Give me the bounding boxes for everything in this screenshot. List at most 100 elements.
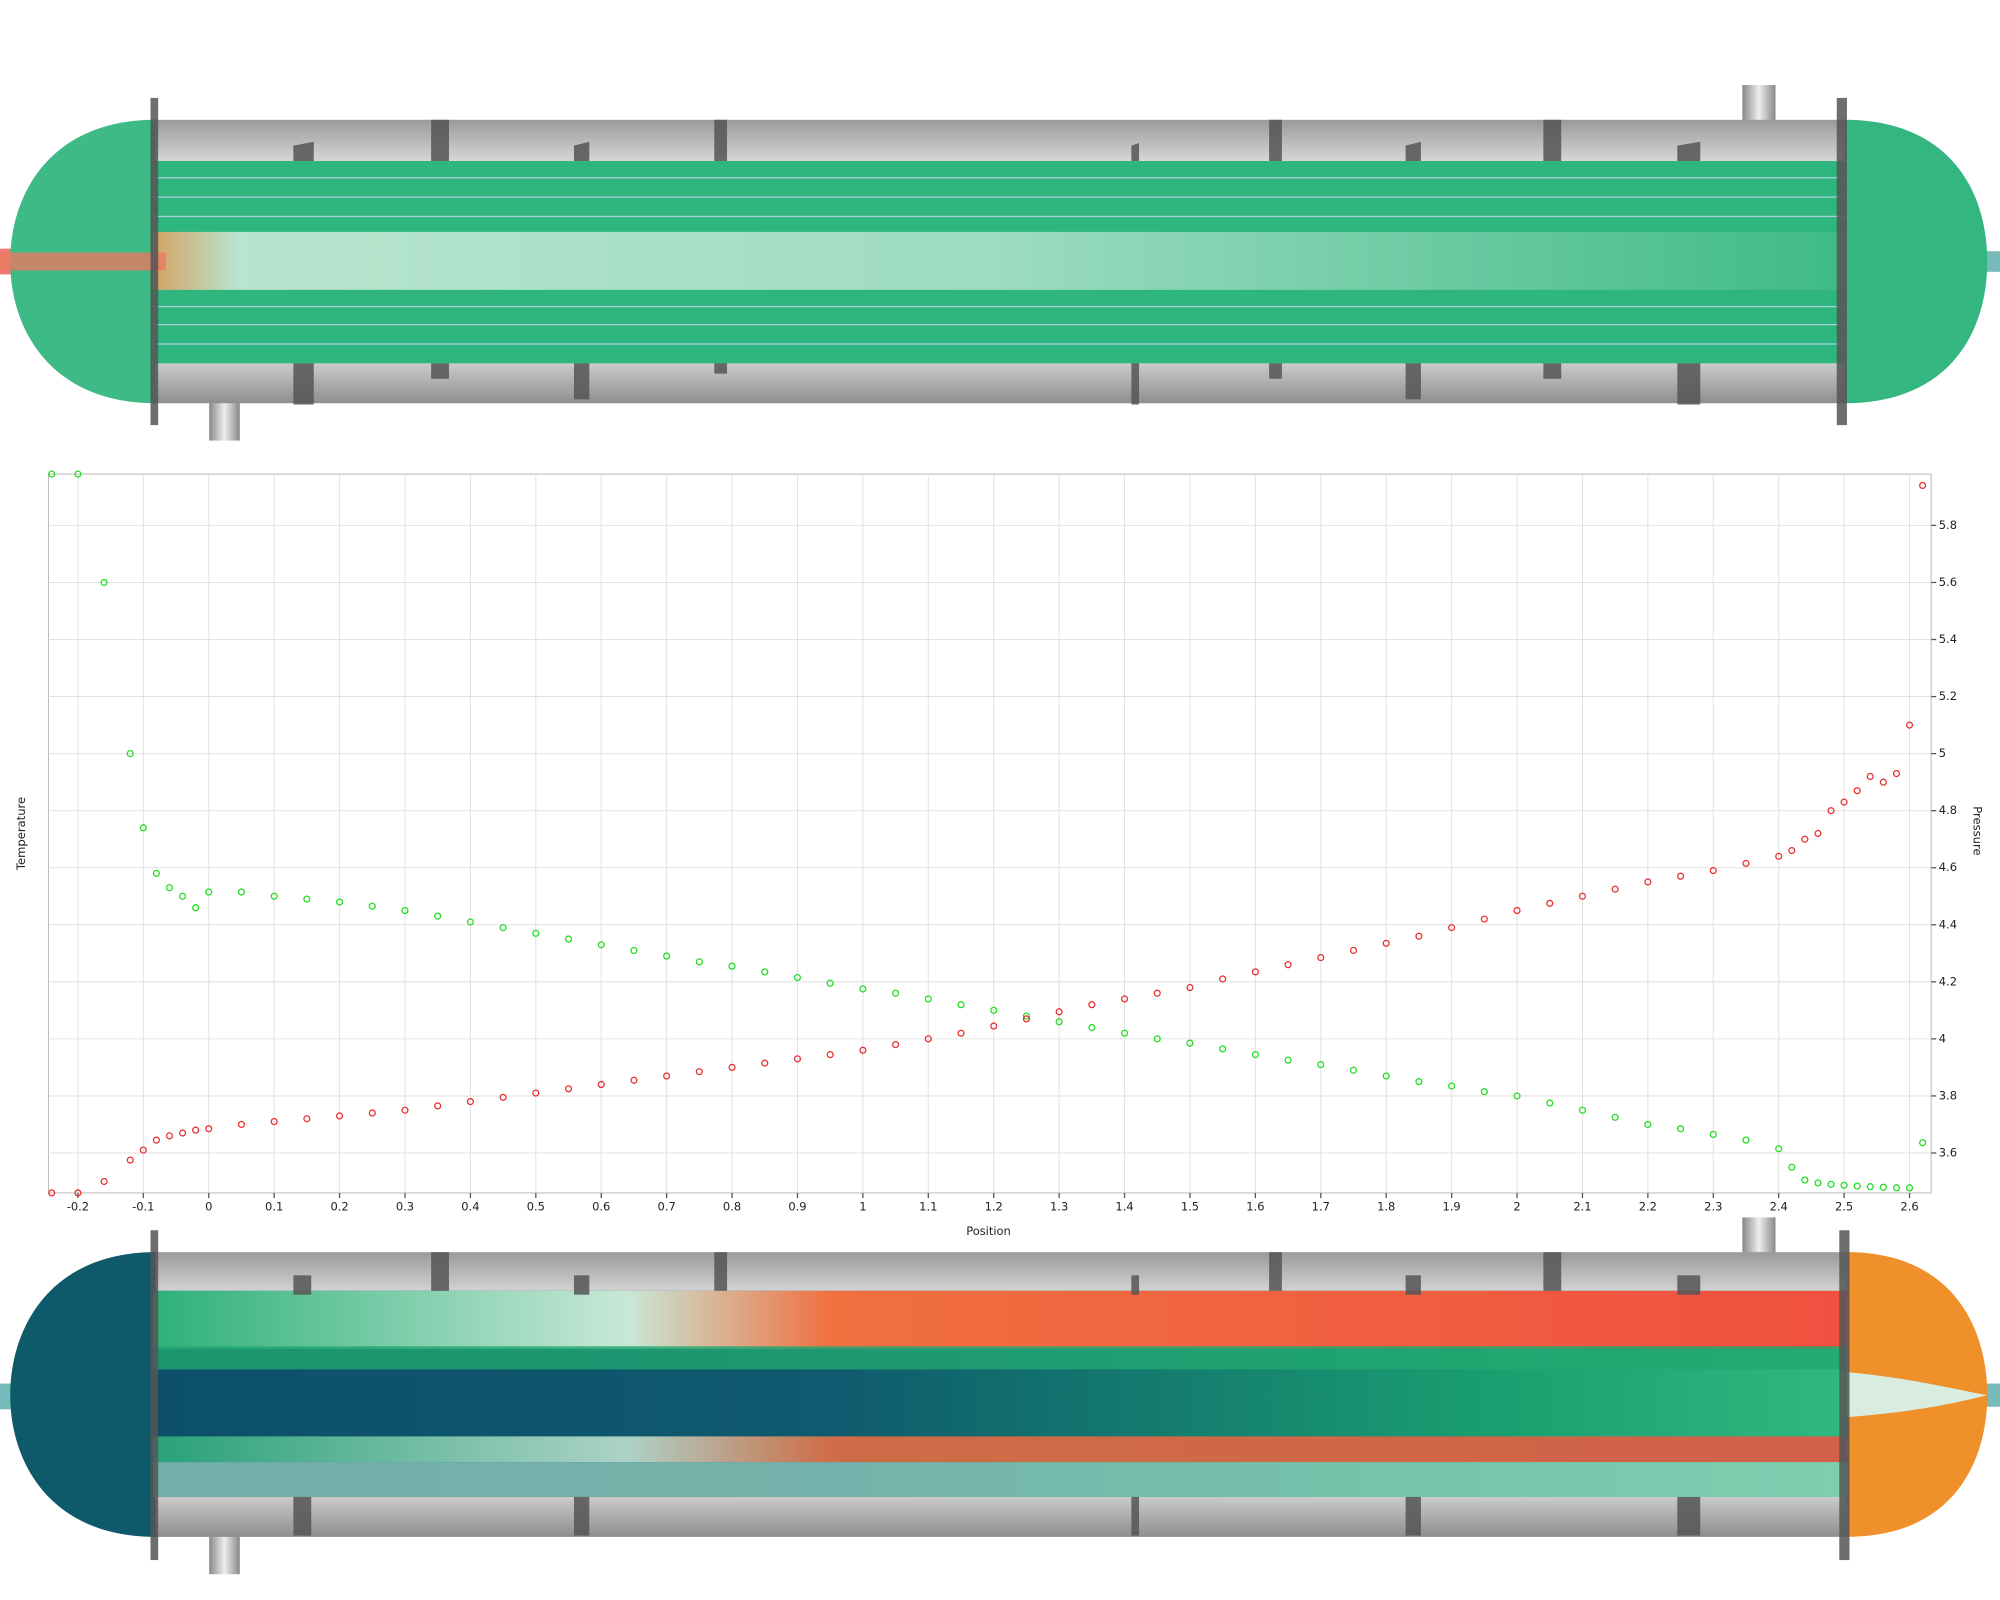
x-tick-label: 2.1: [1573, 1200, 1591, 1214]
x-tick-label: 0.5: [527, 1200, 545, 1214]
x-tick-label: 1.7: [1312, 1200, 1330, 1214]
data-point: [1801, 1176, 1809, 1184]
data-point: [1788, 847, 1796, 855]
x-tick-label: 1.1: [919, 1200, 937, 1214]
x-tick-label: 0: [205, 1200, 212, 1214]
data-point: [1905, 721, 1914, 729]
data-point: [205, 888, 213, 896]
x-tick-label: 1: [859, 1200, 866, 1214]
data-point: [139, 1146, 147, 1154]
y2-tick-label: 4.8: [1939, 803, 1957, 817]
data-point: [1055, 1008, 1063, 1016]
data-point: [1840, 798, 1848, 806]
exchanger-bottom: [0, 1217, 2000, 1575]
data-point: [957, 1029, 965, 1037]
data-point: [1317, 953, 1325, 962]
data-point: [1251, 1050, 1259, 1059]
data-point: [1513, 1092, 1521, 1100]
data-point: [1022, 1015, 1030, 1023]
data-point: [192, 904, 200, 912]
data-point: [859, 985, 867, 993]
data-point: [663, 952, 671, 960]
data-point: [1448, 924, 1456, 932]
data-point: [1480, 1088, 1488, 1096]
y2-tick-label: 4.2: [1939, 974, 1957, 988]
x-tick-label: 0.2: [330, 1200, 348, 1214]
data-point: [1219, 1045, 1227, 1053]
data-point: [1120, 995, 1129, 1003]
data-point: [957, 1001, 965, 1009]
data-point: [1546, 1099, 1554, 1107]
data-point: [1775, 852, 1783, 860]
data-point: [1709, 866, 1717, 875]
data-point: [924, 995, 932, 1003]
data-point: [1611, 1113, 1619, 1121]
data-point: [237, 888, 246, 896]
x-tick-label: 1.2: [985, 1200, 1003, 1214]
data-point: [434, 912, 442, 920]
data-point: [1153, 989, 1161, 997]
data-point: [1814, 1179, 1822, 1187]
data-point: [303, 895, 311, 903]
data-point: [1317, 1060, 1325, 1069]
data-point: [630, 1076, 638, 1084]
data-point: [1742, 1136, 1750, 1144]
x-tick-label: 1.3: [1050, 1200, 1068, 1214]
data-point: [695, 958, 703, 966]
data-point: [1120, 1029, 1129, 1037]
data-point: [1827, 1180, 1835, 1188]
data-point: [1677, 872, 1685, 880]
data-point: [74, 470, 82, 478]
data-point: [368, 1109, 376, 1117]
data-point: [793, 1055, 802, 1063]
data-point: [1578, 892, 1587, 900]
data-point: [335, 1112, 344, 1120]
x-tick-label: 1.8: [1377, 1200, 1395, 1214]
data-point: [1905, 1184, 1914, 1192]
data-point: [237, 1120, 246, 1129]
data-point: [1788, 1163, 1796, 1171]
data-point: [1251, 968, 1259, 976]
data-point: [1219, 975, 1227, 983]
data-point: [924, 1035, 932, 1043]
data-point: [434, 1102, 442, 1110]
data-point: [368, 902, 376, 910]
data-point: [597, 941, 605, 949]
data-point: [695, 1068, 703, 1076]
data-point: [100, 578, 108, 587]
plot-area: [47, 473, 1932, 1194]
data-point: [1513, 906, 1521, 915]
data-point: [761, 1059, 769, 1067]
data-point: [990, 1022, 998, 1030]
data-point: [826, 979, 834, 987]
data-point: [48, 1189, 56, 1197]
data-point: [270, 1117, 278, 1126]
data-point: [1879, 1183, 1887, 1191]
x-tick-label: 2.6: [1900, 1200, 1918, 1214]
data-point: [1480, 915, 1488, 923]
data-point: [499, 1093, 507, 1101]
data-point: [466, 1098, 474, 1106]
x-tick-label: 2.2: [1639, 1200, 1657, 1214]
data-point: [1840, 1181, 1848, 1189]
data-point: [1742, 859, 1750, 868]
data-point: [1814, 829, 1822, 838]
x-tick-label: 2: [1513, 1200, 1520, 1214]
data-point: [1892, 1184, 1901, 1192]
exchanger-top: [0, 85, 2000, 441]
data-point: [859, 1046, 867, 1054]
data-point: [1088, 1001, 1096, 1009]
y2-tick-label: 5.6: [1939, 575, 1957, 589]
x-tick-label: 2.3: [1704, 1200, 1722, 1214]
x-tick-label: 1.6: [1246, 1200, 1264, 1214]
data-point: [793, 973, 802, 982]
y2-tick-label: 3.6: [1939, 1145, 1957, 1159]
data-point: [192, 1126, 200, 1134]
data-point: [1644, 1120, 1652, 1129]
data-point: [532, 1089, 540, 1097]
x-tick-label: -0.1: [132, 1200, 154, 1214]
data-point: [1546, 899, 1554, 907]
data-point: [1853, 787, 1861, 795]
x-tick-label: 1.5: [1181, 1200, 1199, 1214]
